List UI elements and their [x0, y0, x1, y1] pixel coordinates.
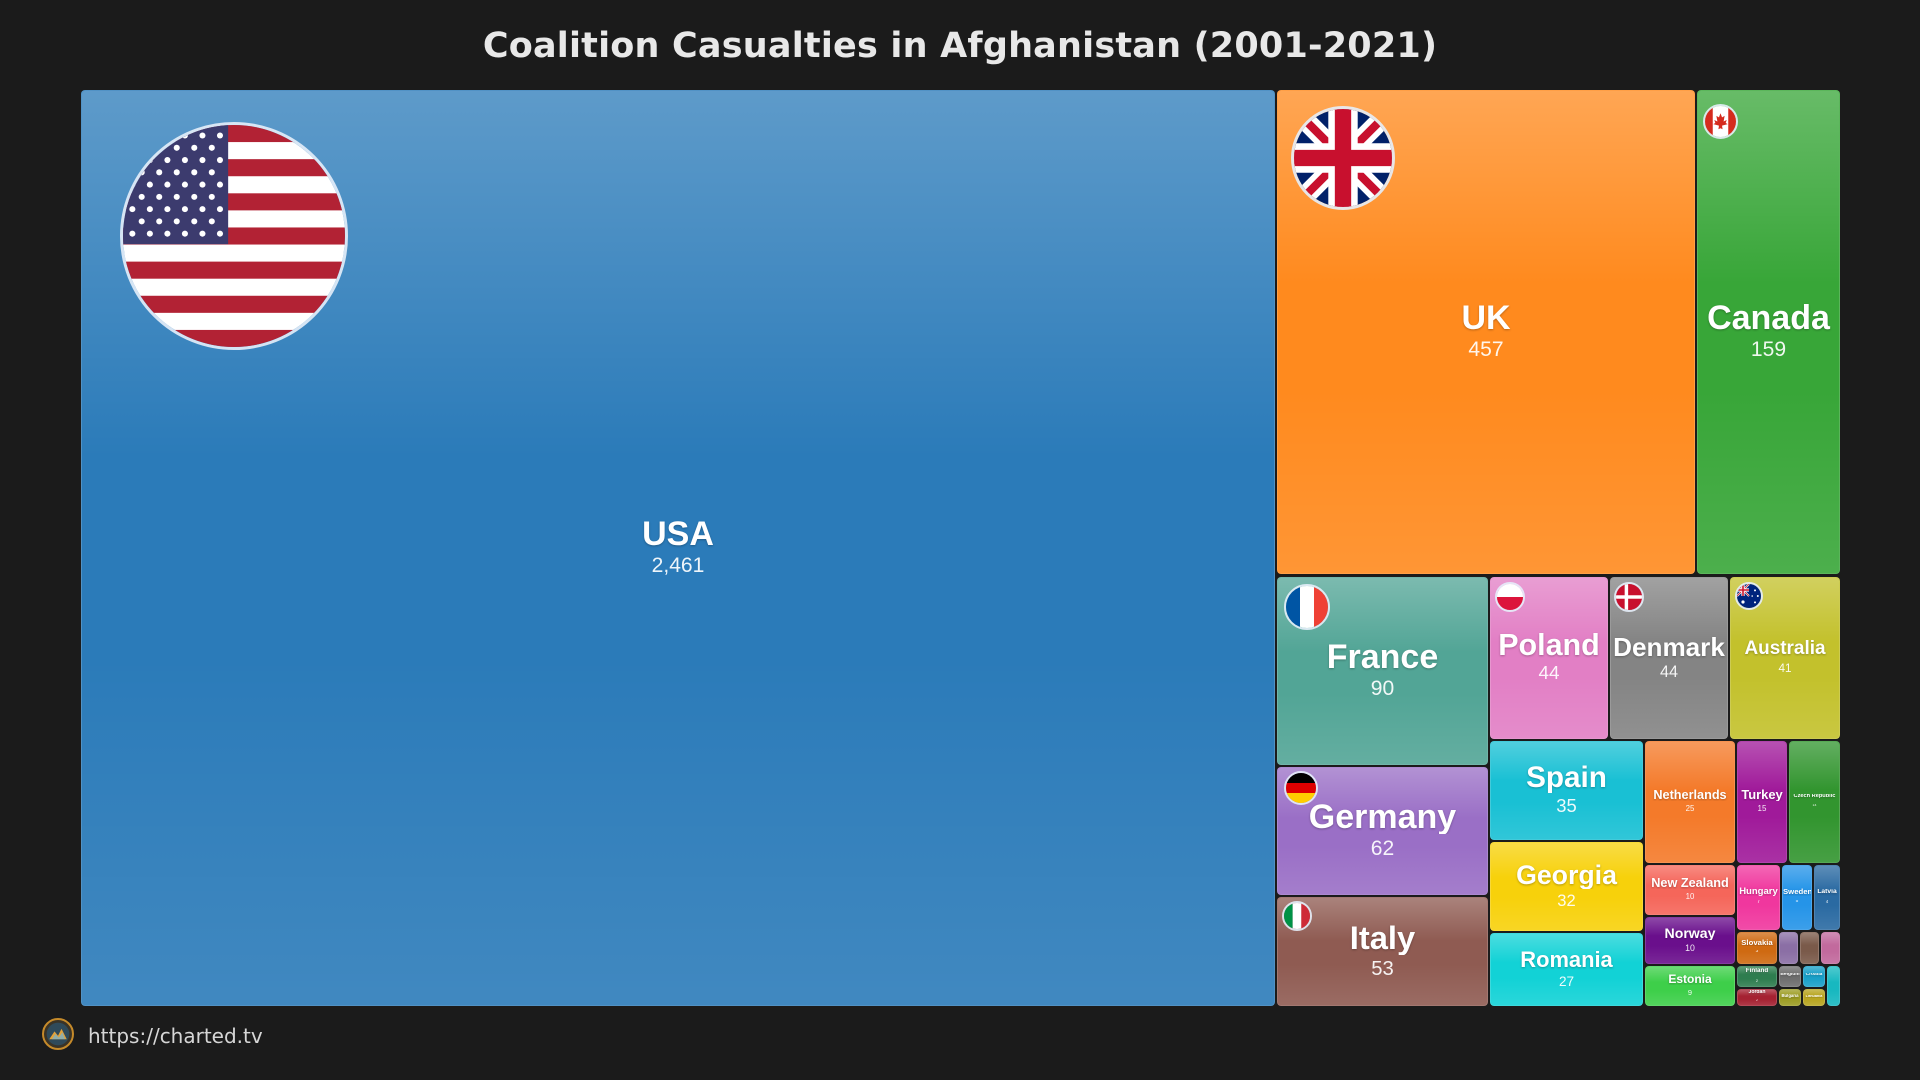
germany-flag-icon [1284, 771, 1318, 805]
treemap-tile-new-zealand: New Zealand 10 [1645, 865, 1735, 915]
tile-label: Hungary [1739, 886, 1778, 897]
tile-value: 10 [1685, 893, 1695, 902]
poland-flag-icon [1495, 582, 1525, 612]
tile-value: 41 [1778, 662, 1792, 675]
tile-label: Poland [1498, 630, 1600, 661]
tile-value: 15 [1757, 805, 1767, 814]
treemap-tile-spain: Spain 35 [1490, 741, 1643, 840]
tile-label: Germany [1308, 800, 1457, 835]
tile-value: 25 [1685, 805, 1695, 814]
tile-value: 44 [1659, 663, 1678, 681]
treemap-tile-romania: Romania 27 [1490, 933, 1643, 1006]
tile-value: 32 [1557, 892, 1576, 910]
tile-label: Croatia [1805, 973, 1823, 978]
treemap-tile-canada: Canada 159 [1697, 90, 1840, 574]
tile-label: Spain [1526, 763, 1607, 794]
tile-value: 35 [1556, 797, 1577, 816]
tile-label: Sweden [1783, 888, 1811, 896]
uk-flag-icon [1291, 106, 1395, 210]
tile-label: Lithuania [1805, 994, 1823, 998]
tile-label: Canada [1707, 301, 1830, 336]
tile-value: 2 [1755, 978, 1759, 983]
treemap-tile-unlabeled [1821, 932, 1840, 964]
treemap-tile-jordan: Jordan 2 [1737, 989, 1777, 1006]
footer-url-link[interactable]: https://charted.tv [88, 1024, 263, 1048]
treemap-tile-hungary: Hungary 7 [1737, 865, 1780, 930]
treemap-tile-unlabeled [1779, 932, 1798, 964]
tile-label: Slovakia [1741, 938, 1773, 947]
tile-value: 3 [1755, 950, 1759, 955]
tile-value: 53 [1371, 958, 1394, 979]
tile-value: 159 [1750, 339, 1787, 361]
treemap-tile-lithuania: Lithuania [1803, 989, 1825, 1006]
treemap-tile-netherlands: Netherlands 25 [1645, 741, 1735, 863]
italy-flag-icon [1282, 901, 1312, 931]
tile-label: Italy [1349, 922, 1416, 955]
tile-value: 10 [1685, 944, 1695, 953]
tile-value: 7 [1756, 900, 1761, 906]
charted-logo-icon [42, 1018, 74, 1050]
tile-label: Czech Republic [1793, 794, 1836, 800]
tile-label: UK [1461, 301, 1511, 336]
tile-value: 457 [1468, 339, 1504, 361]
treemap-tile-unlabeled [1827, 966, 1840, 1006]
tile-label: New Zealand [1651, 876, 1729, 890]
treemap-tile-sweden: Sweden 5 [1782, 865, 1812, 930]
tile-label: Bulgaria [1781, 994, 1799, 999]
tile-label: Turkey [1741, 788, 1783, 802]
tile-label: Finland [1745, 968, 1769, 975]
tile-label: Romania [1520, 948, 1613, 971]
treemap-tile-croatia: Croatia [1803, 966, 1825, 987]
treemap-tile-turkey: Turkey 15 [1737, 741, 1787, 863]
tile-label: Netherlands [1653, 788, 1727, 802]
tile-value: 5 [1795, 899, 1799, 904]
treemap-tile-estonia: Estonia 9 [1645, 966, 1735, 1006]
tile-value: 14 [1812, 804, 1817, 808]
chart-title: Coalition Casualties in Afghanistan (200… [482, 26, 1438, 66]
tile-label: Norway [1664, 926, 1716, 941]
tile-label: Latvia [1817, 889, 1837, 896]
tile-value: 2,461 [651, 555, 705, 577]
tile-label: USA [642, 517, 714, 552]
treemap-tile-finland: Finland 2 [1737, 966, 1777, 987]
tile-value: 27 [1558, 974, 1575, 989]
denmark-flag-icon [1614, 582, 1644, 612]
canada-flag-icon [1703, 104, 1738, 139]
tile-value: 2 [1756, 999, 1758, 1003]
treemap-tile-latvia: Latvia 4 [1814, 865, 1840, 930]
tile-label: France [1326, 640, 1439, 675]
treemap-tile-belgium: Belgium [1779, 966, 1801, 987]
usa-flag-icon [120, 122, 348, 350]
tile-value: 9 [1687, 989, 1693, 997]
treemap-tile-georgia: Georgia 32 [1490, 842, 1643, 931]
treemap-tile-slovakia: Slovakia 3 [1737, 932, 1777, 964]
tile-label: Denmark [1613, 633, 1725, 660]
treemap-tile-norway: Norway 10 [1645, 917, 1735, 964]
treemap-tile-czech-republic: Czech Republic 14 [1789, 741, 1840, 863]
tile-label: Australia [1744, 639, 1826, 659]
australia-flag-icon [1735, 582, 1763, 610]
tile-value: 44 [1538, 664, 1560, 684]
tile-label: Jordan [1748, 990, 1766, 996]
tile-value: 62 [1370, 838, 1395, 860]
tile-label: Belgium [1780, 973, 1800, 978]
treemap-tile-unlabeled [1800, 932, 1819, 964]
tile-label: Estonia [1668, 973, 1712, 986]
tile-value: 4 [1825, 899, 1829, 904]
tile-label: Georgia [1516, 861, 1617, 889]
treemap-tile-bulgaria: Bulgaria [1779, 989, 1801, 1006]
france-flag-icon [1284, 584, 1330, 630]
tile-value: 90 [1370, 678, 1395, 700]
